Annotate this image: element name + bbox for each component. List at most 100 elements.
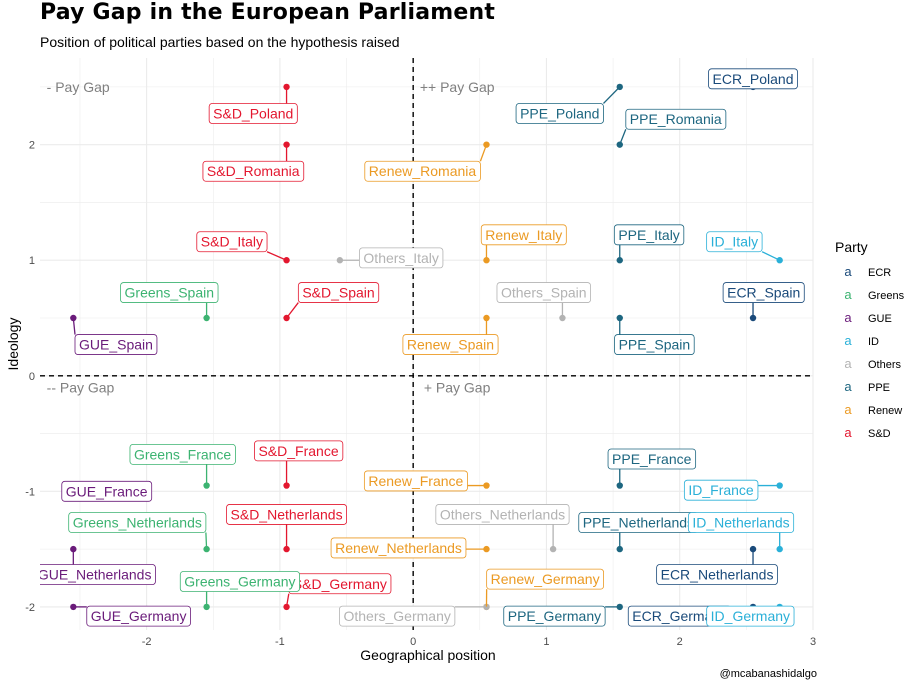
label-text: Greens_Netherlands	[73, 515, 202, 531]
data-label-others-netherlands: Others_Netherlands	[435, 504, 570, 550]
data-label-ppe-germany: PPE_Germany	[503, 605, 620, 627]
label-text: GUE_France	[66, 483, 148, 499]
legend-label: Renew	[868, 405, 902, 417]
chart-subtitle: Position of political parties based on t…	[40, 34, 400, 50]
data-label-greens-netherlands: Greens_Netherlands	[68, 512, 208, 550]
data-label-ppe-italy: PPE_Italy	[613, 224, 685, 261]
label-box	[656, 564, 778, 585]
label-text: ECR_Netherlands	[661, 567, 774, 583]
quadrant-label: ++ Pay Gap	[420, 79, 495, 95]
data-label-renew-germany: Renew_Germany	[485, 568, 604, 607]
label-box	[68, 512, 207, 533]
data-label-sandd-france: S&D_France	[254, 440, 344, 486]
quadrant-label: + Pay Gap	[424, 379, 491, 395]
label-box	[226, 504, 347, 525]
label-box	[196, 231, 268, 253]
label-text: PPE_Spain	[619, 337, 691, 353]
label-text: S&D_Poland	[213, 105, 293, 121]
label-text: Others_Germany	[343, 608, 450, 624]
data-label-ecr-netherlands: ECR_Netherlands	[656, 549, 778, 585]
label-text: S&D_Germany	[293, 576, 387, 592]
label-box	[687, 512, 795, 533]
data-label-renew-netherlands: Renew_Netherlands	[330, 537, 487, 559]
legend-label: GUE	[868, 313, 892, 325]
label-text: ID_Germany	[711, 608, 790, 624]
label-text: S&D_Spain	[302, 285, 374, 301]
data-label-gue-germany: GUE_Germany	[73, 605, 191, 627]
label-box	[40, 564, 156, 585]
data-label-greens-spain: Greens_Spain	[120, 282, 219, 318]
data-label-sandd-romania: S&D_Romania	[202, 144, 305, 182]
legend-key: a	[844, 425, 852, 440]
zero-lines	[40, 58, 813, 630]
label-box	[722, 282, 805, 303]
label-text: ID_France	[688, 482, 754, 498]
legend-key: a	[844, 379, 852, 394]
label-box	[486, 568, 604, 590]
data-label-sandd-italy: S&D_Italy	[196, 231, 287, 261]
legend-item-renew: a Renew	[844, 402, 902, 417]
data-label-id-netherlands: ID_Netherlands	[687, 512, 795, 550]
y-tick-label: 2	[29, 140, 35, 152]
label-text: Greens_Spain	[125, 285, 215, 301]
label-text: PPE_Germany	[508, 608, 601, 624]
label-connector	[619, 129, 627, 145]
label-box	[614, 334, 695, 355]
label-box	[129, 443, 236, 465]
label-text: GUE_Germany	[91, 608, 187, 624]
legend-label: Others	[868, 359, 902, 371]
data-label-gue-netherlands: GUE_Netherlands	[38, 549, 156, 585]
label-box	[330, 537, 467, 559]
legend-label: ECR	[868, 267, 891, 279]
x-tick-label: -2	[142, 636, 152, 648]
data-label-greens-france: Greens_France	[129, 443, 236, 486]
label-text: Others_Spain	[501, 285, 587, 301]
y-tick-label: -1	[25, 486, 35, 498]
legend-item-greens: a Greens	[844, 287, 904, 302]
legend-key: a	[844, 356, 852, 371]
legend-item-ppe: a PPE	[844, 379, 890, 394]
chart-caption: @mcabanashidalgo	[719, 668, 817, 680]
x-tick-label: 1	[543, 636, 549, 648]
label-text: Greens_Germany	[184, 573, 295, 589]
data-labels: S&D_Poland S&D_Romania S&D_Italy S&D_Spain S…	[38, 68, 805, 627]
y-tick-label: 1	[29, 255, 35, 267]
label-text: Renew_Germany	[491, 571, 600, 587]
label-connector	[205, 532, 208, 550]
label-box	[613, 224, 685, 246]
data-label-ppe-netherlands: PPE_Netherlands	[578, 512, 699, 550]
label-box	[297, 282, 380, 303]
data-label-ecr-poland: ECR_Poland	[708, 68, 798, 90]
label-box	[607, 448, 697, 470]
label-text: Renew_Romania	[369, 163, 477, 179]
label-text: GUE_Netherlands	[38, 567, 152, 583]
label-box	[61, 480, 153, 502]
label-box	[363, 470, 468, 492]
legend-item-sandd: a S&D	[844, 425, 890, 440]
data-label-renew-romania: Renew_Romania	[364, 144, 488, 182]
axis-ticks: -2 -1 0 1 2 3 -2 -1 0 1 2	[25, 140, 816, 648]
label-box	[496, 282, 591, 303]
label-text: PPE_France	[612, 451, 692, 467]
label-text: Renew_Spain	[407, 337, 494, 353]
label-text: Renew_Italy	[485, 227, 562, 243]
data-label-others-germany: Others_Germany	[339, 605, 487, 627]
legend-item-gue: a GUE	[844, 310, 891, 325]
label-connector	[603, 86, 621, 104]
data-label-others-spain: Others_Spain	[496, 282, 591, 318]
y-tick-label: 0	[29, 371, 35, 383]
chart-title: Pay Gap in the European Parliament	[40, 0, 496, 25]
label-text: Others_Netherlands	[440, 506, 565, 522]
data-label-gue-spain: GUE_Spain	[72, 317, 158, 355]
label-text: S&D_France	[258, 443, 338, 459]
label-text: Others_Italy	[363, 250, 438, 266]
data-label-ecr-spain: ECR_Spain	[722, 282, 805, 318]
label-box	[74, 334, 158, 355]
legend-item-ecr: a ECR	[844, 264, 891, 279]
label-box	[208, 103, 298, 124]
label-box	[515, 103, 604, 124]
data-label-sandd-netherlands: S&D_Netherlands	[226, 504, 347, 550]
point-others-italy	[336, 257, 344, 264]
label-box	[120, 282, 219, 303]
label-box	[625, 108, 727, 130]
